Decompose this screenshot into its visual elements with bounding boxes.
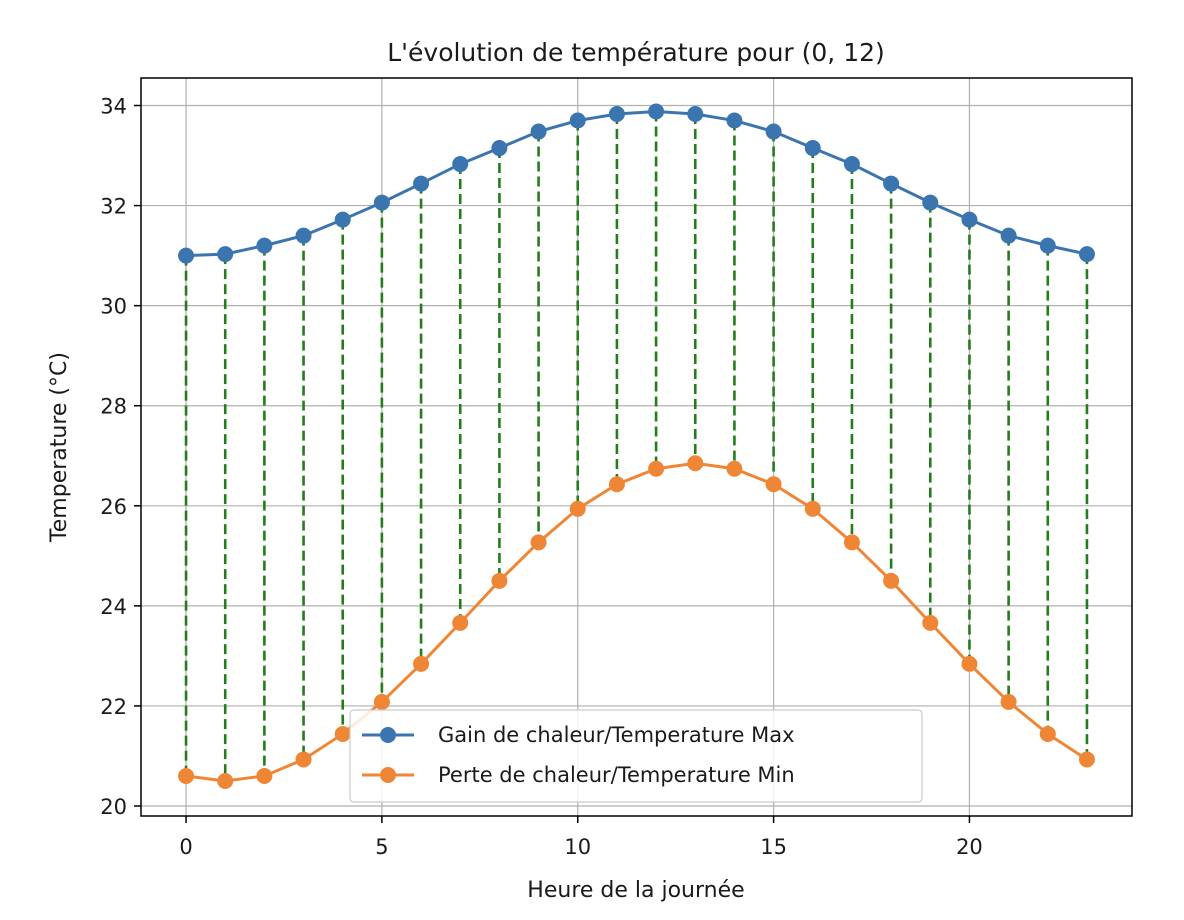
data-point-min bbox=[765, 476, 782, 493]
data-point-max bbox=[334, 211, 351, 228]
data-point-max bbox=[1000, 227, 1017, 244]
data-point-max bbox=[648, 103, 665, 120]
data-point-max bbox=[687, 106, 704, 123]
data-point-max bbox=[883, 175, 900, 192]
data-point-max bbox=[295, 227, 312, 244]
y-tick-label: 22 bbox=[100, 695, 127, 719]
data-point-min bbox=[295, 751, 312, 768]
data-point-min bbox=[883, 572, 900, 589]
data-point-max bbox=[217, 246, 234, 263]
data-point-min bbox=[961, 655, 978, 672]
legend-box bbox=[349, 709, 923, 803]
y-tick-label: 28 bbox=[100, 395, 127, 419]
legend-marker-max bbox=[380, 727, 396, 743]
data-point-max bbox=[178, 247, 195, 264]
data-point-max bbox=[491, 140, 508, 157]
data-point-max bbox=[452, 156, 469, 173]
legend-marker-min bbox=[380, 767, 396, 783]
data-point-min bbox=[726, 460, 743, 477]
data-point-max bbox=[961, 211, 978, 228]
x-tick-label: 20 bbox=[956, 835, 983, 859]
data-point-max bbox=[804, 140, 821, 157]
data-point-min bbox=[569, 500, 586, 517]
data-point-min bbox=[687, 455, 704, 472]
data-point-max bbox=[1039, 237, 1056, 254]
data-point-min bbox=[1078, 751, 1095, 768]
legend: Gain de chaleur/Temperature Max Perte de… bbox=[349, 709, 923, 803]
data-point-min bbox=[922, 614, 939, 631]
chart-title: L'évolution de température pour (0, 12) bbox=[387, 38, 885, 67]
data-point-max bbox=[922, 194, 939, 211]
y-axis-title: Temperature (°C) bbox=[47, 352, 72, 543]
data-point-min bbox=[530, 534, 547, 551]
x-tick-label: 15 bbox=[760, 835, 787, 859]
min-max-connectors bbox=[184, 111, 1089, 781]
data-point-min bbox=[413, 655, 430, 672]
data-point-min bbox=[608, 476, 625, 493]
y-tick-label: 20 bbox=[100, 795, 127, 819]
data-point-max bbox=[726, 112, 743, 129]
y-tick-label: 30 bbox=[100, 295, 127, 319]
data-point-min bbox=[843, 534, 860, 551]
y-tick-label: 26 bbox=[100, 495, 127, 519]
y-tick-label: 32 bbox=[100, 195, 127, 219]
series-line-max bbox=[185, 110, 1088, 258]
data-point-min bbox=[804, 500, 821, 517]
data-point-min bbox=[334, 725, 351, 742]
data-point-max bbox=[530, 123, 547, 140]
data-point-max bbox=[373, 194, 390, 211]
data-point-max bbox=[569, 112, 586, 129]
plot-frame bbox=[140, 77, 1133, 817]
data-point-max bbox=[843, 156, 860, 173]
y-tick-label: 24 bbox=[100, 595, 127, 619]
data-point-min bbox=[491, 572, 508, 589]
data-point-min bbox=[217, 772, 234, 789]
data-point-max bbox=[608, 106, 625, 123]
x-axis-title: Heure de la journée bbox=[527, 878, 744, 903]
data-point-max bbox=[765, 123, 782, 140]
axis-ticks: 0 5 10 15 20 20 22 24 26 28 30 32 34 bbox=[100, 95, 983, 859]
data-point-min bbox=[373, 693, 390, 710]
grid-lines bbox=[141, 78, 1132, 816]
legend-label-min: Perte de chaleur/Temperature Min bbox=[438, 763, 795, 787]
data-point-min bbox=[648, 460, 665, 477]
legend-label-max: Gain de chaleur/Temperature Max bbox=[438, 723, 795, 747]
series-layer bbox=[178, 103, 1095, 789]
x-tick-label: 5 bbox=[375, 835, 388, 859]
data-point-max bbox=[413, 175, 430, 192]
x-tick-label: 0 bbox=[179, 835, 192, 859]
y-tick-label: 34 bbox=[100, 95, 127, 119]
data-point-min bbox=[256, 767, 273, 784]
data-point-max bbox=[256, 237, 273, 254]
data-point-min bbox=[178, 767, 195, 784]
data-point-min bbox=[452, 614, 469, 631]
x-tick-label: 10 bbox=[564, 835, 591, 859]
data-point-max bbox=[1078, 246, 1095, 263]
data-point-min bbox=[1039, 725, 1056, 742]
data-point-min bbox=[1000, 693, 1017, 710]
